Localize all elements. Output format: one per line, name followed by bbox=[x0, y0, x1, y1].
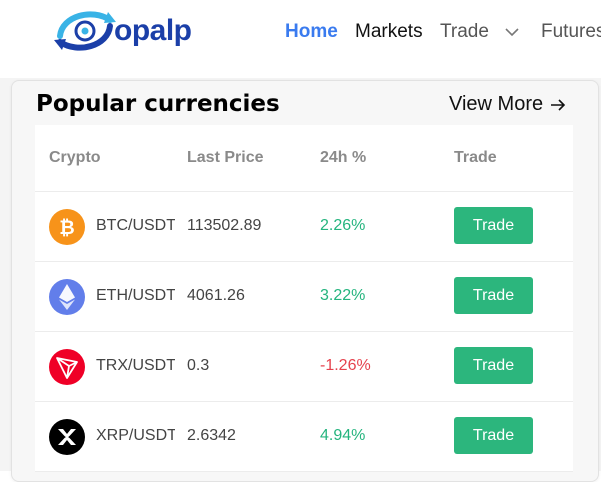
table-row[interactable]: ETH/USDT 4061.26 3.22% Trade bbox=[35, 262, 573, 332]
top-header: opalp Home Markets Trade Futures bbox=[0, 0, 601, 78]
nav-trade[interactable]: Trade bbox=[440, 21, 489, 42]
logo-text: opalp bbox=[114, 14, 192, 47]
section-title: Popular currencies bbox=[36, 91, 280, 117]
pair-name: BTC/USDT bbox=[96, 217, 175, 234]
change-24h: 3.22% bbox=[320, 287, 366, 304]
currencies-table: Crypto Last Price 24h % Trade ₿ BTC/USDT… bbox=[35, 125, 573, 472]
trade-button[interactable]: Trade bbox=[454, 207, 533, 244]
last-price: 2.6342 bbox=[187, 427, 236, 444]
column-header-trade: Trade bbox=[454, 149, 497, 166]
trade-button[interactable]: Trade bbox=[454, 277, 533, 314]
arrow-right-icon bbox=[551, 98, 566, 111]
view-more-link[interactable]: View More bbox=[449, 93, 566, 116]
trade-button[interactable]: Trade bbox=[454, 347, 533, 384]
nav-markets[interactable]: Markets bbox=[355, 21, 423, 42]
pair-name: ETH/USDT bbox=[96, 287, 175, 304]
pair-name: XRP/USDT bbox=[96, 427, 175, 444]
nav-futures[interactable]: Futures bbox=[541, 21, 601, 42]
column-header-crypto: Crypto bbox=[49, 149, 101, 166]
logo-mark-icon bbox=[52, 6, 118, 56]
chevron-down-icon[interactable] bbox=[503, 23, 521, 41]
view-more-label: View More bbox=[449, 93, 544, 115]
table-row[interactable]: XRP/USDT 2.6342 4.94% Trade bbox=[35, 402, 573, 472]
ethereum-icon bbox=[49, 279, 85, 315]
table-header: Crypto Last Price 24h % Trade bbox=[35, 125, 573, 192]
svg-text:₿: ₿ bbox=[59, 217, 74, 239]
column-header-24h-change: 24h % bbox=[320, 149, 367, 166]
last-price: 0.3 bbox=[187, 357, 210, 374]
table-row[interactable]: ₿ BTC/USDT 113502.89 2.26% Trade bbox=[35, 192, 573, 262]
pair-name: TRX/USDT bbox=[96, 357, 175, 374]
last-price: 4061.26 bbox=[187, 287, 245, 304]
site-logo[interactable]: opalp bbox=[52, 6, 192, 56]
table-row[interactable]: TRX/USDT 0.3 -1.26% Trade bbox=[35, 332, 573, 402]
bitcoin-icon: ₿ bbox=[49, 209, 85, 245]
last-price: 113502.89 bbox=[187, 217, 262, 234]
change-24h: 2.26% bbox=[320, 217, 366, 234]
change-24h: 4.94% bbox=[320, 427, 366, 444]
column-header-last-price: Last Price bbox=[187, 149, 264, 166]
trade-button[interactable]: Trade bbox=[454, 417, 533, 454]
change-24h: -1.26% bbox=[320, 357, 371, 374]
tron-icon bbox=[49, 349, 85, 385]
xrp-icon bbox=[49, 419, 85, 455]
nav-home[interactable]: Home bbox=[285, 21, 338, 42]
